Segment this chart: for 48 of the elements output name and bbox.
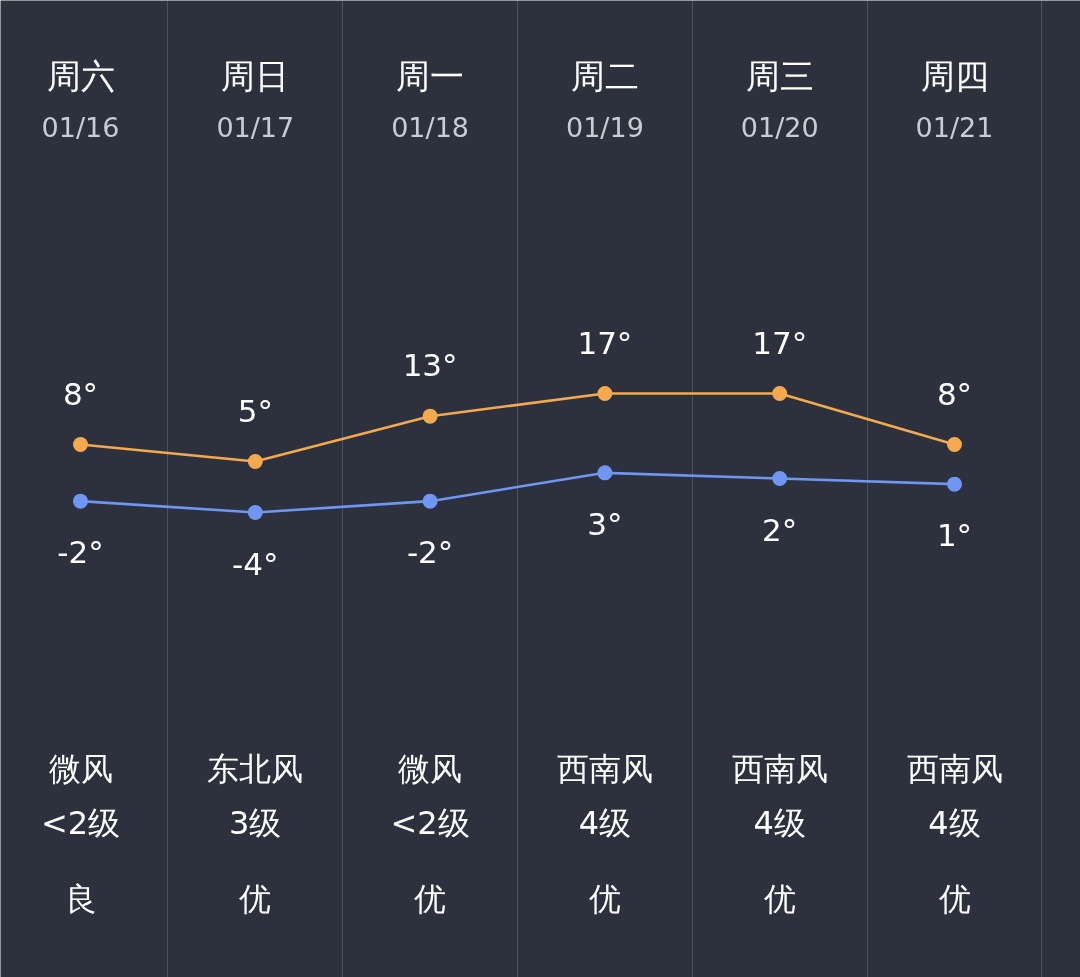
text: 4级 [753, 803, 806, 842]
text: 优 [588, 879, 621, 918]
data-label: 3° [587, 505, 623, 542]
point [247, 505, 263, 520]
point [73, 437, 88, 452]
text: 良 [64, 879, 97, 918]
text: 优 [414, 879, 447, 918]
text: <2级 [390, 803, 470, 842]
data-label: 2° [762, 511, 798, 548]
text: 西南风 [906, 749, 1003, 788]
category-label: 周日 01/17 [216, 55, 295, 143]
category-label: 周三 01/20 [740, 55, 819, 143]
category-label: 周四 01/21 [915, 55, 994, 143]
point [947, 437, 962, 452]
category-label: 周二 01/19 [566, 55, 644, 143]
text: 优 [239, 879, 272, 918]
point [772, 471, 788, 486]
point [597, 386, 613, 401]
data-label: -2° [406, 534, 454, 571]
data-label: 8° [62, 375, 99, 412]
text: 西南风 [731, 749, 828, 788]
text: <2级 [40, 803, 121, 842]
text: 东北风 [207, 749, 304, 788]
point [73, 493, 88, 509]
point [597, 465, 613, 481]
data-label: 5° [237, 392, 273, 429]
text: 优 [763, 879, 796, 918]
data-label: 17° [752, 324, 808, 361]
text: 西南风 [556, 749, 653, 788]
data-label: -2° [57, 534, 104, 571]
point [247, 454, 263, 469]
text: 3级 [229, 803, 282, 842]
text: 微风 [398, 749, 463, 788]
category-label: 周一 01/18 [391, 55, 470, 143]
text: 4级 [578, 803, 632, 842]
category-label: 周六 01/16 [41, 55, 120, 143]
point [422, 408, 438, 424]
data-label: 13° [402, 347, 458, 384]
point [772, 386, 788, 401]
data-label: 1° [936, 517, 973, 554]
text: 4级 [928, 803, 981, 842]
point [947, 476, 962, 492]
data-label: 17° [577, 324, 633, 361]
text: 微风 [48, 749, 113, 788]
data-label: 8° [936, 375, 973, 412]
point [422, 493, 438, 509]
data-label: -4° [232, 545, 279, 582]
text: 优 [938, 879, 971, 918]
